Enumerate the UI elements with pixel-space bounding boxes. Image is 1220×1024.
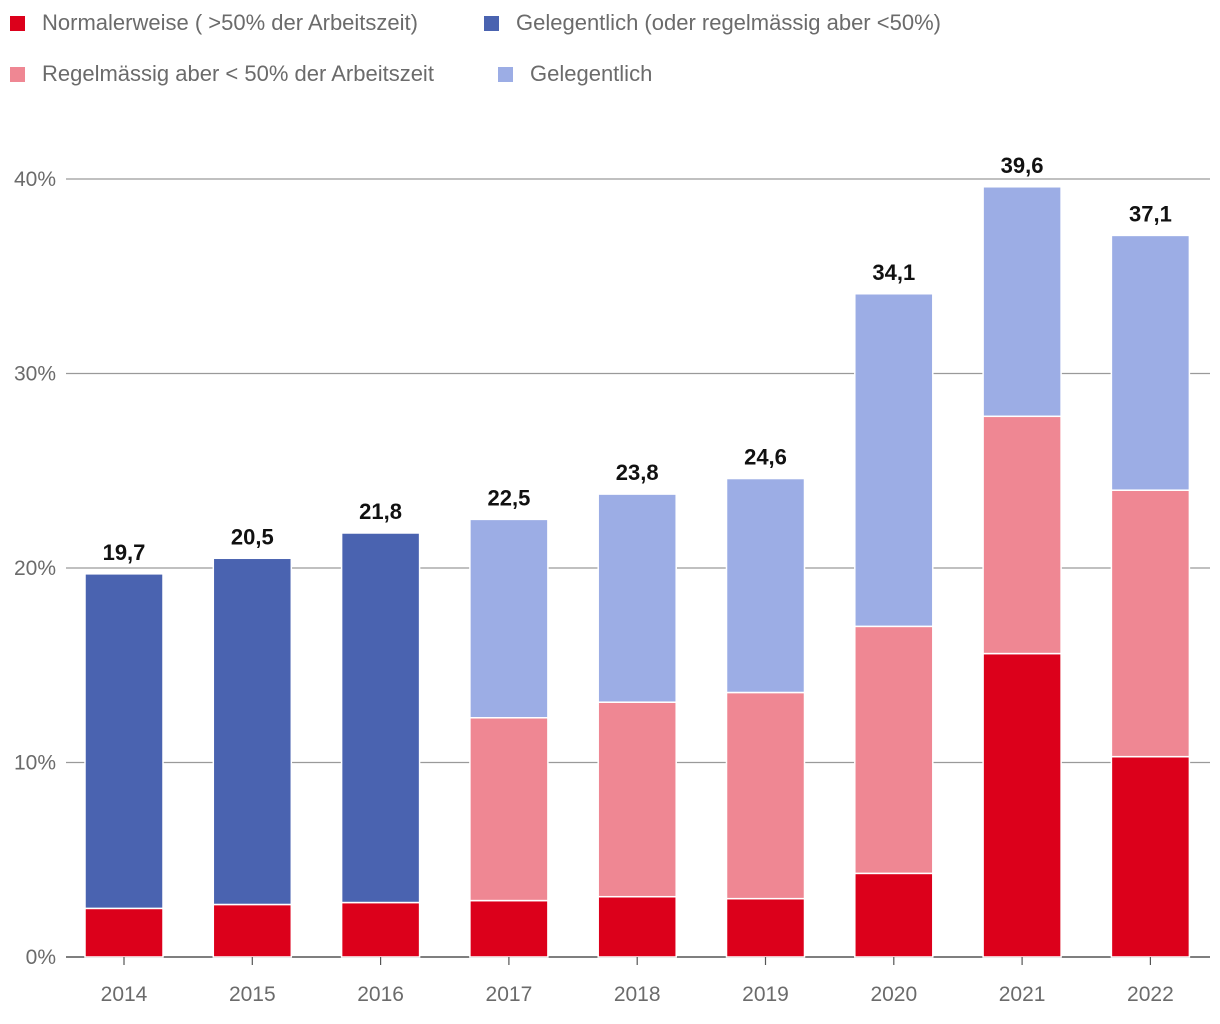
legend-item-gelegentlich: Gelegentlich xyxy=(498,61,652,87)
legend-item-gelegentlich-alt: Gelegentlich (oder regelmässig aber <50%… xyxy=(484,10,941,36)
bar-segment xyxy=(854,625,934,875)
legend-swatch-gelegentlich-alt xyxy=(484,15,499,31)
bar-segment xyxy=(725,477,806,694)
bar-segment xyxy=(982,415,1062,655)
legend-label-regelmaessig: Regelmässig aber < 50% der Arbeitszeit xyxy=(42,61,434,86)
bar-segment xyxy=(725,897,806,958)
bar-segment xyxy=(982,186,1062,418)
y-tick-label: 30% xyxy=(14,363,56,386)
total-label: 37,1 xyxy=(1129,201,1172,226)
x-tick-label: 2019 xyxy=(742,983,789,1006)
legend-item-regelmaessig: Regelmässig aber < 50% der Arbeitszeit xyxy=(10,61,434,87)
x-tick-label: 2014 xyxy=(101,983,148,1006)
x-tick-label: 2022 xyxy=(1127,983,1174,1006)
bar-segment xyxy=(1110,755,1191,958)
x-tick-label: 2021 xyxy=(999,983,1046,1006)
y-tick-label: 0% xyxy=(26,946,56,969)
legend-swatch-gelegentlich xyxy=(498,66,513,82)
bar-segment xyxy=(597,895,677,958)
legend-swatch-regelmaessig xyxy=(10,66,25,82)
bar-segment xyxy=(597,493,677,703)
legend-item-normalerweise: Normalerweise ( >50% der Arbeitszeit) xyxy=(10,10,418,36)
bar-segment xyxy=(469,899,549,958)
bar-segment xyxy=(84,907,164,958)
legend-label-gelegentlich-alt: Gelegentlich (oder regelmässig aber <50%… xyxy=(516,10,941,35)
bar-segment xyxy=(340,532,421,904)
bar-segment xyxy=(1110,489,1191,758)
bar-segment xyxy=(340,901,421,958)
total-label: 22,5 xyxy=(487,485,530,510)
legend-swatch-normalerweise xyxy=(10,15,25,31)
total-label: 21,8 xyxy=(359,499,402,524)
bar-segment xyxy=(212,557,293,906)
total-label: 19,7 xyxy=(103,540,146,565)
total-label: 23,8 xyxy=(616,460,659,485)
x-tick-label: 2018 xyxy=(614,983,661,1006)
bar-segment xyxy=(1110,234,1191,491)
total-label: 39,6 xyxy=(1001,153,1044,178)
bar-segment xyxy=(597,701,677,898)
legend-label-normalerweise: Normalerweise ( >50% der Arbeitszeit) xyxy=(42,10,418,35)
bar-segment xyxy=(854,872,934,958)
y-tick-label: 10% xyxy=(14,752,56,775)
bar-segment xyxy=(982,652,1062,958)
x-tick-label: 2016 xyxy=(357,983,404,1006)
bar-segment xyxy=(212,903,293,958)
x-tick-label: 2015 xyxy=(229,983,276,1006)
y-tick-label: 20% xyxy=(14,557,56,580)
bar-segment xyxy=(469,518,549,719)
bar-segment xyxy=(469,717,549,902)
total-label: 20,5 xyxy=(231,524,274,549)
legend-label-gelegentlich: Gelegentlich xyxy=(530,61,653,86)
bar-segment xyxy=(854,293,934,628)
total-label: 24,6 xyxy=(744,445,787,470)
bar-segment xyxy=(725,691,806,900)
x-tick-label: 2017 xyxy=(486,983,533,1006)
y-tick-label: 40% xyxy=(14,168,56,191)
bar-segment xyxy=(84,573,164,910)
total-label: 34,1 xyxy=(872,260,915,285)
x-tick-label: 2020 xyxy=(870,983,917,1006)
